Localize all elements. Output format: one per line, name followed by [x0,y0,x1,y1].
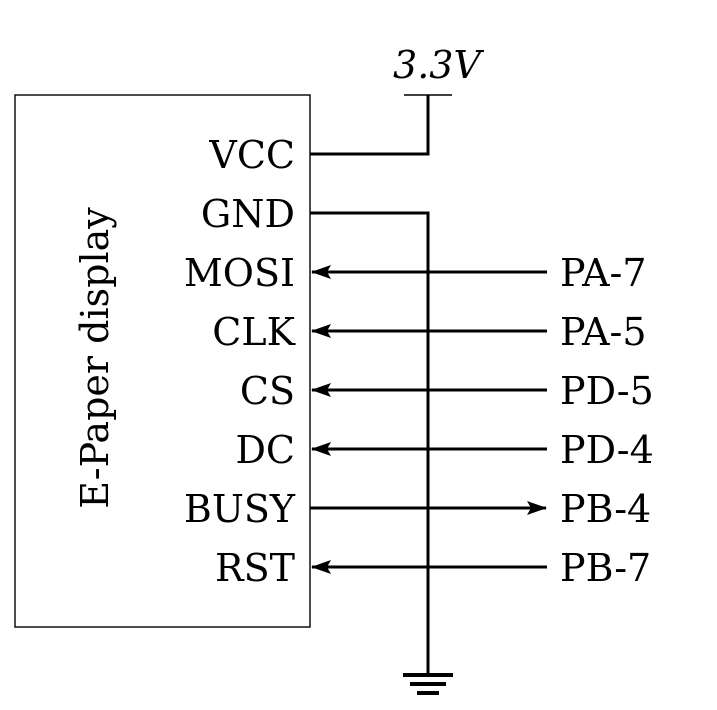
pin-label-rst: RST [215,546,295,590]
ground-symbol [403,673,453,695]
pin-label-cs: CS [240,369,295,413]
vcc-wire [310,95,430,156]
mcu-pin-label-cs: PD-5 [560,369,654,413]
display-label: E-Paper display [73,207,117,509]
pin-label-clk: CLK [212,310,295,354]
mcu-pin-label-busy: PB-4 [560,487,651,531]
mcu-pin-label-dc: PD-4 [560,428,654,472]
pin-label-dc: DC [235,428,295,472]
mcu-pin-label-mosi: PA-7 [560,251,647,295]
display-box [14,94,311,628]
mcu-pin-label-rst: PB-7 [560,546,651,590]
supply-symbol: 3.3V [393,43,484,96]
pin-label-busy: BUSY [184,487,296,531]
pin-label-vcc: VCC [208,133,295,177]
supply-voltage-label: 3.3V [393,43,484,87]
pin-label-mosi: MOSI [184,251,295,295]
mcu-pin-label-clk: PA-5 [560,310,647,354]
pin-label-gnd: GND [201,192,295,236]
gnd-wire [310,211,430,673]
